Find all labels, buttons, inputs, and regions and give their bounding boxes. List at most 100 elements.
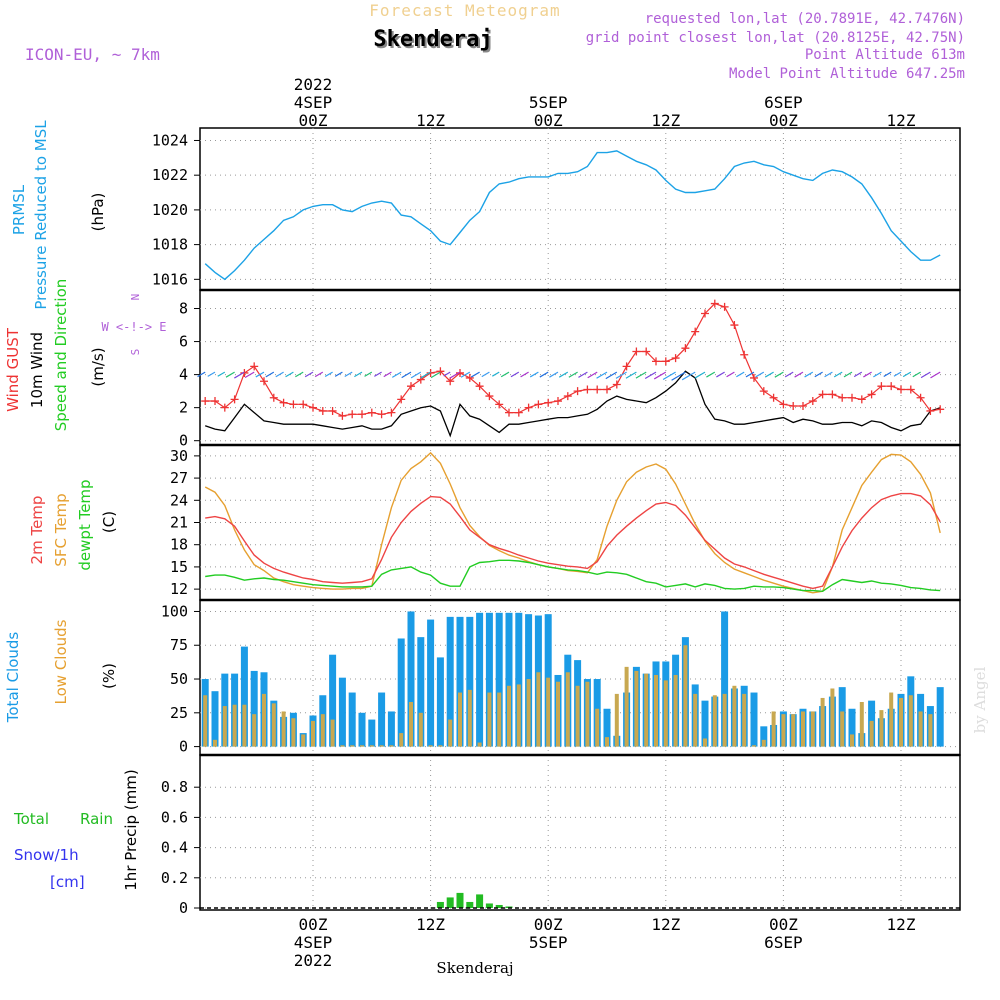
- label-dewpt-temp: dewpt Temp: [76, 479, 94, 570]
- wind-direction-arrow: [902, 371, 912, 378]
- wind-direction-arrow: [265, 371, 275, 378]
- low-cloud-bar: [585, 681, 590, 747]
- label-10m-wind: 10m Wind: [28, 332, 46, 408]
- wind-direction-arrow: [275, 371, 284, 378]
- wind-direction-arrow: [374, 371, 382, 377]
- total-cloud-bar: [387, 711, 395, 747]
- gridpoint-coords: grid point closest lon,lat (20.8125E, 42…: [586, 30, 965, 46]
- wind-direction-arrow: [217, 371, 226, 377]
- low-cloud-bar: [663, 680, 668, 747]
- gust-marker: [211, 397, 219, 406]
- low-cloud-bar: [771, 711, 776, 747]
- gust-marker: [867, 390, 876, 399]
- y-tick-label: 50: [170, 670, 188, 688]
- low-cloud-bar: [350, 745, 355, 747]
- low-cloud-bar: [389, 745, 394, 747]
- gust-marker: [926, 406, 935, 415]
- label-cm: [cm]: [50, 873, 85, 891]
- wind-direction-arrow: [578, 371, 588, 378]
- compass-we: W <-!-> E: [101, 320, 166, 334]
- gust-marker: [877, 382, 886, 391]
- wind-direction-arrow: [197, 371, 206, 378]
- footer-location: Skenderaj: [436, 959, 513, 977]
- wind-direction-arrow: [671, 371, 686, 381]
- y-tick-label: 18: [170, 536, 188, 554]
- model-point-altitude: Model Point Altitude 647.25m: [729, 66, 965, 82]
- wind-direction-arrow: [539, 371, 549, 378]
- y-tick-label: 0: [179, 738, 188, 756]
- wind-direction-arrow: [873, 371, 882, 378]
- total-cloud-bar: [485, 612, 493, 747]
- wind-direction-arrow: [460, 371, 471, 378]
- panel-temperature: 12 15 18 21 24 27 30: [170, 444, 961, 601]
- low-cloud-bar: [428, 745, 433, 747]
- model-label: ICON-EU, ~ 7km: [25, 45, 160, 64]
- gust-marker: [779, 400, 788, 409]
- precip-bar: [456, 892, 464, 908]
- low-cloud-bar: [595, 708, 600, 747]
- bottom-time-label: 00Z: [299, 915, 328, 934]
- low-cloud-bar: [252, 714, 257, 747]
- panel-frame: [199, 289, 961, 446]
- gust-marker: [887, 382, 896, 391]
- location-title-shadow: Skenderaj: [375, 29, 494, 54]
- panel-wind: 0 2 4 6 8: [179, 289, 961, 450]
- low-cloud-bar: [693, 693, 698, 747]
- wind-direction-arrow: [255, 371, 265, 378]
- low-cloud-bar: [889, 692, 894, 747]
- temp-2m-line: [205, 492, 941, 590]
- gust-marker: [250, 362, 259, 371]
- total-cloud-bar: [250, 670, 258, 747]
- wind-direction-arrow: [814, 371, 823, 378]
- wind-direction-arrow: [784, 371, 794, 378]
- bottom-time-label: 12Z: [887, 915, 916, 934]
- gust-marker: [759, 387, 768, 396]
- low-cloud-bar: [859, 702, 864, 747]
- precip-bar: [436, 901, 444, 908]
- low-cloud-bar: [703, 738, 707, 747]
- gust-marker: [446, 377, 455, 386]
- total-cloud-bar: [417, 637, 425, 747]
- total-cloud-bar: [378, 692, 386, 747]
- y-tick-label: 24: [170, 491, 188, 509]
- label-2m-temp: 2m Temp: [28, 496, 46, 565]
- y-tick-label: 0: [179, 432, 188, 450]
- wind-direction-arrow: [334, 371, 343, 377]
- gust-marker: [289, 400, 298, 409]
- low-cloud-bar: [624, 666, 629, 747]
- gust-marker: [701, 309, 709, 318]
- watermark: by Angel: [971, 666, 989, 733]
- low-cloud-bar: [379, 745, 384, 747]
- total-cloud-bar: [721, 611, 729, 747]
- low-cloud-bar: [536, 672, 541, 747]
- gust-marker: [456, 368, 464, 377]
- precip-bar: [485, 903, 493, 908]
- wind-direction-arrow: [470, 371, 480, 378]
- wind-direction-arrow: [244, 371, 255, 379]
- label-sfc-temp: SFC Temp: [52, 493, 70, 566]
- precip-bar: [495, 904, 503, 908]
- wind-direction-arrow: [635, 371, 647, 379]
- low-cloud-bar: [526, 679, 531, 747]
- gust-marker: [720, 302, 729, 311]
- top-time-label: 12Z: [887, 111, 916, 130]
- wind-direction-arrow: [344, 371, 353, 378]
- top-time-label: 00Z: [769, 111, 798, 130]
- gust-marker: [475, 382, 484, 391]
- low-cloud-bar: [781, 714, 786, 747]
- label-ms: (m/s): [89, 347, 107, 386]
- gust-marker: [906, 385, 915, 394]
- total-cloud-bar: [603, 708, 611, 747]
- total-cloud-bar: [936, 687, 944, 747]
- total-cloud-bar: [476, 612, 484, 747]
- low-cloud-bar: [810, 711, 815, 747]
- low-cloud-bar: [232, 704, 237, 747]
- wind-direction-arrow: [391, 371, 402, 378]
- low-cloud-bar: [722, 693, 727, 747]
- wind-direction-arrow: [558, 371, 569, 378]
- gust-marker: [240, 368, 249, 377]
- gust-marker: [691, 327, 700, 336]
- gust-marker: [857, 395, 866, 404]
- low-cloud-bar: [203, 695, 208, 747]
- gust-marker: [387, 408, 396, 417]
